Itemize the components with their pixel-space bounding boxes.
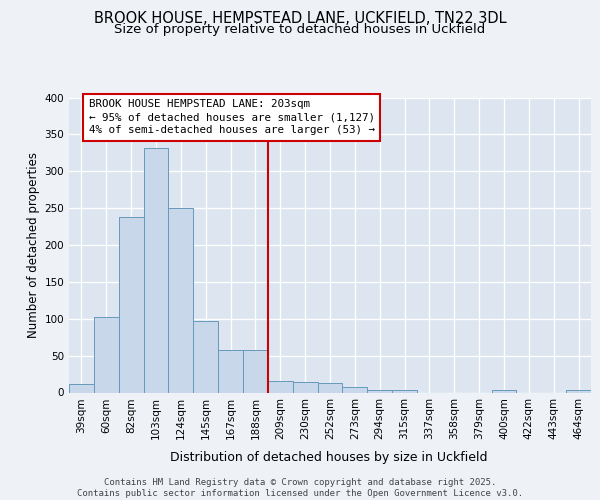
Bar [293,382,317,392]
Text: BROOK HOUSE, HEMPSTEAD LANE, UCKFIELD, TN22 3DL: BROOK HOUSE, HEMPSTEAD LANE, UCKFIELD, T… [94,11,506,26]
Bar [119,217,143,392]
Bar [169,208,193,392]
Bar [317,383,343,392]
Text: Size of property relative to detached houses in Uckfield: Size of property relative to detached ho… [115,24,485,36]
Bar [392,390,417,392]
Bar [218,350,243,393]
Text: BROOK HOUSE HEMPSTEAD LANE: 203sqm
← 95% of detached houses are smaller (1,127)
: BROOK HOUSE HEMPSTEAD LANE: 203sqm ← 95%… [89,99,375,136]
Bar [143,148,169,392]
Bar [243,350,268,393]
Bar [94,318,119,392]
Bar [69,384,94,392]
Bar [566,390,591,392]
Bar [193,321,218,392]
Bar [367,390,392,392]
Bar [268,382,293,392]
Text: Contains HM Land Registry data © Crown copyright and database right 2025.
Contai: Contains HM Land Registry data © Crown c… [77,478,523,498]
Bar [491,390,517,392]
Text: Distribution of detached houses by size in Uckfield: Distribution of detached houses by size … [170,451,488,464]
Bar [343,386,367,392]
Y-axis label: Number of detached properties: Number of detached properties [27,152,40,338]
